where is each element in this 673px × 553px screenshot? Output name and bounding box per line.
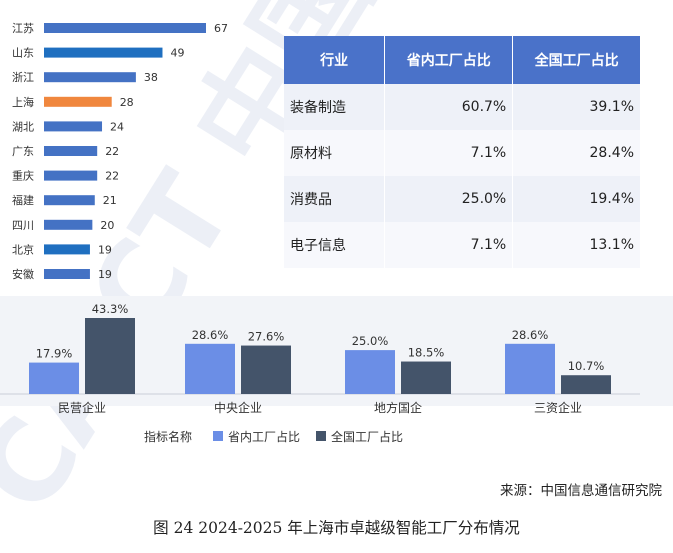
data-label: 28.6%: [192, 328, 229, 342]
category-label: 四川: [12, 219, 34, 232]
bar: [44, 219, 93, 230]
category-label: 山东: [12, 47, 34, 60]
table-header: 全国工厂占比: [512, 36, 640, 84]
data-label: 10.7%: [568, 359, 605, 373]
table-cell: 消费品: [284, 176, 386, 222]
bar: [44, 72, 136, 83]
industry-share-table: 行业 省内工厂占比 全国工厂占比 装备制造 60.7% 39.1% 原材料 7.…: [284, 36, 640, 268]
category-label: 江苏: [12, 22, 34, 35]
data-label: 67: [214, 22, 228, 35]
data-label: 24: [110, 120, 124, 133]
source-note: 来源：中国信息通信研究院: [500, 483, 662, 499]
province-bar-chart: 江苏 67 山东 49 浙江 38 上海 28 湖北 24 广东 22 重庆 22 福建 21 四川 20 北京 19…: [12, 22, 228, 281]
category-label: 广东: [12, 145, 34, 158]
bar: [85, 318, 135, 394]
category-label: 民营企业: [58, 400, 106, 415]
bar: [44, 23, 206, 33]
table-header: 省内工厂占比: [384, 36, 514, 84]
legend-swatch: [316, 431, 326, 441]
bar: [44, 170, 98, 181]
table-cell: 25.0%: [384, 176, 514, 222]
bar: [44, 146, 98, 156]
bar: [44, 47, 163, 58]
enterprise-type-chart: 17.9% 43.3% 民营企业 28.6% 27.6% 中央企业 25.0% 18.5% 地方…: [0, 296, 673, 444]
figure-caption: 图 24 2024-2025 年上海市卓越级智能工厂分布情况: [153, 519, 520, 537]
bar: [185, 343, 235, 394]
category-label: 安徽: [12, 267, 34, 281]
data-label: 17.9%: [36, 347, 73, 361]
bar: [44, 195, 95, 206]
category-label: 上海: [12, 95, 34, 109]
bar: [44, 121, 103, 132]
category-label: 地方国企: [374, 400, 422, 415]
category-label: 中央企业: [214, 400, 262, 415]
table-header-row: 行业 省内工厂占比 全国工厂占比: [284, 36, 640, 84]
category-label: 浙江: [12, 71, 34, 84]
table-header: 行业: [284, 36, 386, 84]
legend-swatch: [213, 431, 223, 441]
data-label: 22: [105, 170, 119, 183]
data-label: 38: [144, 71, 158, 84]
bar: [44, 244, 90, 255]
data-label: 22: [105, 145, 119, 158]
table-cell: 60.7%: [384, 84, 514, 130]
table-cell: 28.4%: [512, 130, 640, 176]
table-cell: 7.1%: [384, 222, 514, 268]
category-label: 福建: [12, 193, 34, 207]
data-label: 28: [120, 96, 134, 109]
category-label: 重庆: [12, 169, 34, 183]
bar: [44, 269, 90, 279]
table-cell: 原材料: [284, 130, 386, 176]
data-label: 27.6%: [248, 330, 285, 344]
legend-title: 指标名称: [144, 429, 192, 444]
data-label: 21: [103, 194, 117, 207]
bar: [345, 350, 395, 394]
table-cell: 电子信息: [284, 222, 386, 268]
table-cell: 装备制造: [284, 84, 386, 130]
data-label: 28.6%: [512, 328, 549, 342]
data-label: 43.3%: [92, 302, 129, 316]
table-cell: 19.4%: [512, 176, 640, 222]
legend-label: 省内工厂占比: [228, 429, 300, 444]
bar: [241, 345, 291, 394]
category-label: 三资企业: [534, 400, 582, 415]
bar: [561, 375, 611, 394]
table-row: 原材料 7.1% 28.4%: [284, 130, 640, 176]
bar: [505, 343, 555, 394]
table-row: 装备制造 60.7% 39.1%: [284, 84, 640, 130]
data-label: 49: [170, 47, 184, 60]
table-cell: 13.1%: [512, 222, 640, 268]
bar: [29, 362, 79, 394]
data-label: 25.0%: [352, 334, 389, 348]
data-label: 19: [98, 243, 112, 256]
data-label: 19: [98, 268, 112, 281]
data-label: 18.5%: [408, 346, 445, 360]
table-cell: 7.1%: [384, 130, 514, 176]
table-row: 消费品 25.0% 19.4%: [284, 176, 640, 222]
category-label: 湖北: [12, 120, 34, 133]
bar: [44, 96, 112, 107]
bar: [401, 361, 451, 394]
data-label: 20: [100, 219, 114, 232]
table-row: 电子信息 7.1% 13.1%: [284, 222, 640, 268]
legend-label: 全国工厂占比: [331, 429, 403, 444]
category-label: 北京: [12, 242, 34, 256]
table-cell: 39.1%: [512, 84, 640, 130]
